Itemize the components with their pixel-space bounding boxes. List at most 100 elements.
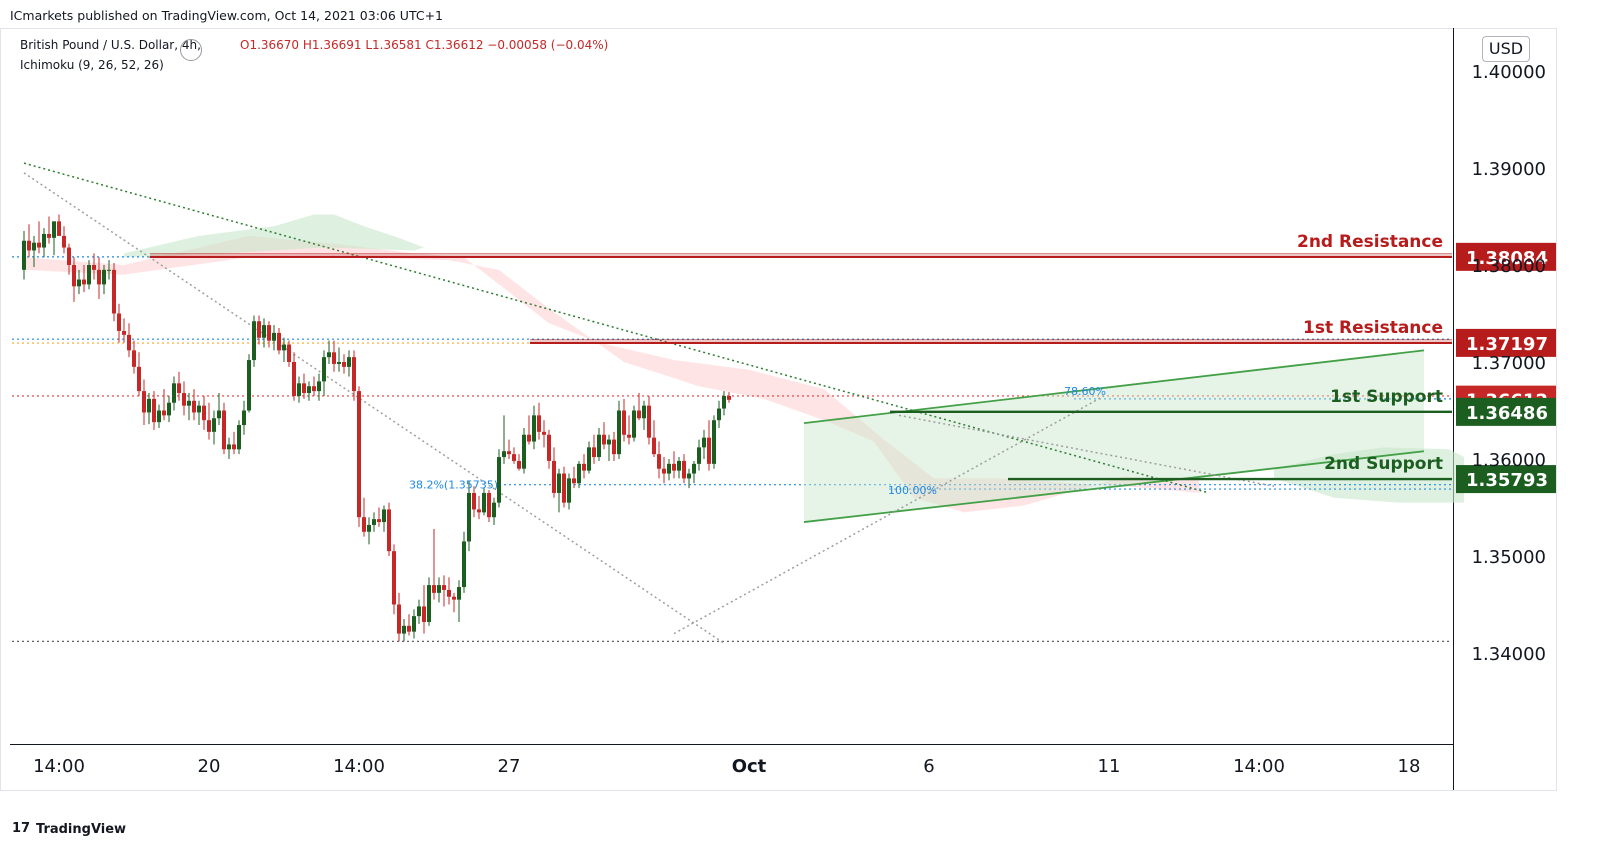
candle-body [557, 473, 561, 493]
candle-body [227, 444, 231, 450]
price-tag [1456, 397, 1556, 426]
candle-body [662, 468, 666, 474]
candle-body [697, 447, 701, 464]
fib-label: 78.60% [1064, 385, 1106, 398]
candle-body [92, 265, 96, 270]
price-tick-label: 1.38000 [1472, 256, 1546, 277]
candle-body [492, 502, 496, 518]
candle-body [167, 402, 171, 416]
candle-body [162, 410, 166, 416]
time-tick-label: 14:00 [33, 756, 85, 777]
candle-body [562, 473, 566, 503]
candle-body [272, 332, 276, 341]
candle-body [362, 517, 366, 532]
candle-body [582, 463, 586, 471]
candle-body [27, 240, 31, 251]
time-tick-label: 11 [1098, 756, 1121, 777]
candle-body [527, 434, 531, 442]
price-tick-label: 1.34000 [1472, 644, 1546, 665]
time-tick-label: 14:00 [333, 756, 385, 777]
price-tag-label: 1.37197 [1466, 334, 1548, 355]
trendline [23, 162, 1210, 494]
candle-body [217, 410, 221, 419]
candle-body [197, 405, 201, 413]
candle-body [612, 439, 616, 455]
candle-body [437, 585, 441, 593]
candle-body [222, 410, 226, 450]
candle-body [307, 386, 311, 394]
candle-body [47, 233, 51, 238]
time-tick-label: 27 [498, 756, 521, 777]
trendline [673, 395, 1105, 635]
price-tag-label: 1.38084 [1466, 248, 1548, 269]
candle-body [477, 509, 481, 513]
trendline [898, 414, 1275, 487]
candle-body [152, 398, 156, 423]
candle-body [237, 425, 241, 450]
candle-body [72, 265, 76, 287]
candle-body [627, 434, 631, 438]
candle-body [422, 606, 426, 622]
candle-body [452, 596, 456, 600]
candle-body [247, 360, 251, 411]
candle-body [407, 625, 411, 632]
price-tag [1456, 242, 1556, 271]
candle-body [702, 437, 706, 448]
candle-body [347, 357, 351, 367]
candle-body [577, 463, 581, 484]
price-tick-label: 1.39000 [1472, 159, 1546, 180]
resistance-annotation: 1st Resistance [1303, 318, 1443, 338]
price-tick-label: 1.35000 [1472, 547, 1546, 568]
candle-body [542, 431, 546, 435]
candle-body [637, 410, 641, 419]
candle-body [202, 405, 206, 421]
tradingview-logo-icon[interactable]: 17 [12, 821, 31, 836]
ichimoku-cloud-bearish [24, 235, 1199, 513]
candle-body [687, 473, 691, 479]
candle-body [282, 344, 286, 351]
candle-body [317, 381, 321, 392]
candle-body [267, 325, 271, 341]
candle-body [242, 410, 246, 426]
ohlc-readout: O1.36670 H1.36691 L1.36581 C1.36612 −0.0… [240, 38, 609, 52]
symbol-title[interactable]: British Pound / U.S. Dollar, 4h, [20, 38, 201, 52]
candle-body [127, 334, 131, 351]
candle-body [22, 240, 26, 270]
indicator-legend[interactable]: Ichimoku (9, 26, 52, 26) [20, 58, 164, 72]
candle-body [42, 233, 46, 248]
time-tick-label: Oct [732, 756, 767, 777]
candle-body [342, 362, 346, 367]
candle-body [412, 616, 416, 632]
candle-body [727, 395, 731, 400]
candle-body [392, 551, 396, 605]
candle-body [352, 357, 356, 392]
ichimoku-cloud-bullish [124, 214, 424, 258]
candle-body [212, 418, 216, 432]
candle-body [522, 434, 526, 469]
tradingview-brand[interactable]: TradingView [36, 822, 127, 837]
candle-body [517, 460, 521, 469]
candle-body [467, 492, 471, 542]
candle-body [137, 366, 141, 392]
candle-body [382, 509, 386, 523]
candle-body [82, 279, 86, 285]
candle-body [652, 437, 656, 455]
candle-body [292, 362, 296, 396]
candle-body [447, 589, 451, 597]
price-tag [1456, 328, 1556, 357]
candle-body [722, 395, 726, 409]
candle-body [647, 405, 651, 438]
fib-label: 38.2%(1.35735) [409, 479, 498, 492]
time-tick-label: 14:00 [1233, 756, 1285, 777]
candle-body [482, 492, 486, 513]
price-tick-label: 1.36000 [1472, 450, 1546, 471]
candle-body [707, 437, 711, 464]
candle-body [37, 242, 41, 248]
visibility-toggle-icon[interactable] [180, 39, 202, 61]
candle-body [692, 463, 696, 474]
currency-button[interactable]: USD [1482, 36, 1530, 62]
candle-body [602, 434, 606, 445]
candle-body [642, 405, 646, 419]
